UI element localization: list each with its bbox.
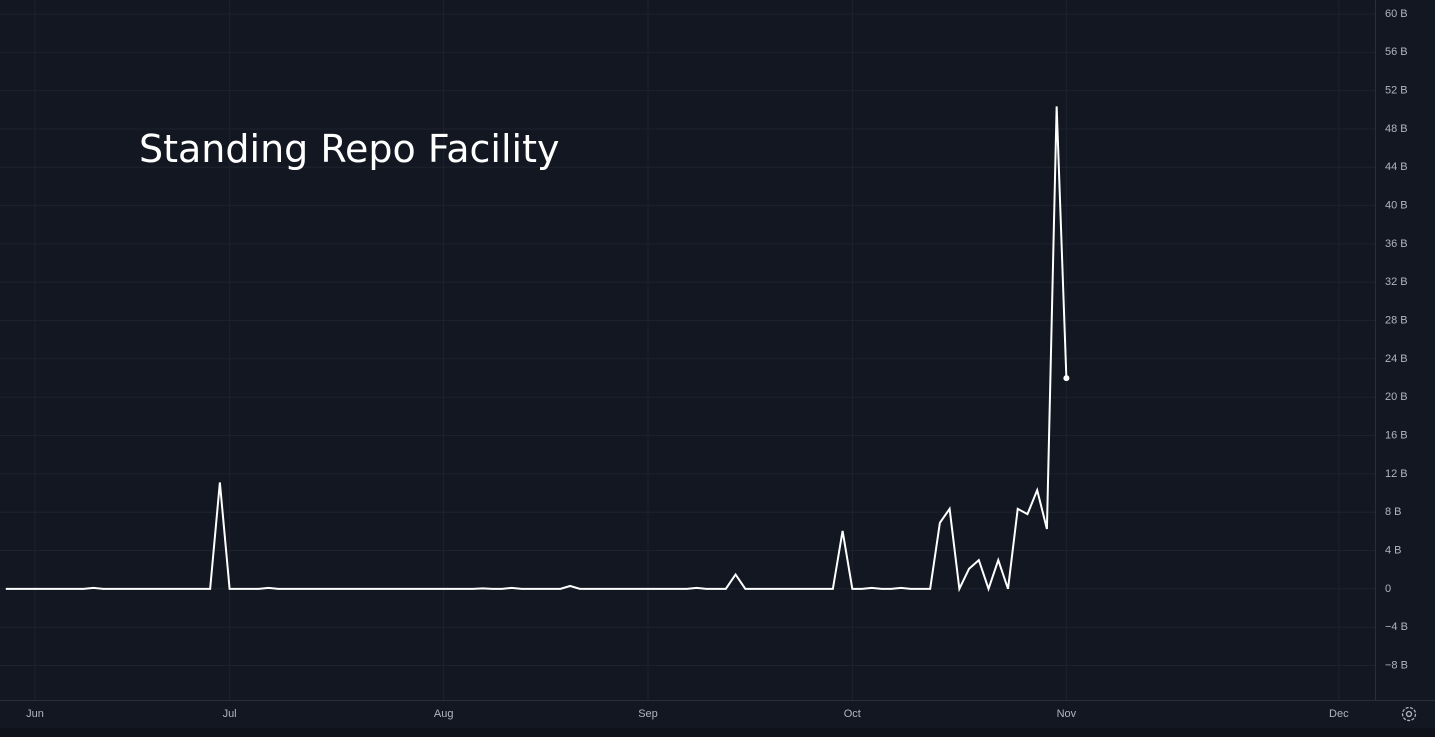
y-tick-label: 16 B [1385, 429, 1408, 441]
y-tick-label: 28 B [1385, 314, 1408, 326]
y-tick-label: 40 B [1385, 200, 1408, 212]
y-tick-label: 8 B [1385, 506, 1402, 518]
chart-annotation: Standing Repo Facility [139, 127, 560, 171]
y-tick-label: 36 B [1385, 238, 1408, 250]
x-tick-label: Sep [638, 708, 658, 720]
x-tick-label: Jul [223, 708, 237, 720]
bottom-strip [0, 728, 1435, 737]
settings-icon[interactable] [1401, 706, 1417, 722]
x-tick-label: Oct [844, 708, 861, 720]
y-tick-label: 32 B [1385, 276, 1408, 288]
y-tick-label: 52 B [1385, 85, 1408, 97]
last-point [1063, 375, 1070, 382]
y-tick-label: −4 B [1385, 621, 1408, 633]
y-tick-label: 48 B [1385, 123, 1408, 135]
y-tick-label: 4 B [1385, 544, 1402, 556]
y-tick-label: −8 B [1385, 659, 1408, 671]
y-tick-label: 60 B [1385, 8, 1408, 20]
x-tick-label: Aug [434, 708, 454, 720]
y-tick-label: 20 B [1385, 391, 1408, 403]
x-tick-label: Dec [1329, 708, 1349, 720]
y-tick-label: 0 [1385, 583, 1391, 595]
y-tick-label: 56 B [1385, 46, 1408, 58]
series-line [5, 106, 1068, 593]
y-tick-label: 12 B [1385, 468, 1408, 480]
x-tick-label: Nov [1057, 708, 1077, 720]
y-tick-label: 24 B [1385, 353, 1408, 365]
y-tick-label: 44 B [1385, 161, 1408, 173]
x-tick-label: Jun [26, 708, 44, 720]
